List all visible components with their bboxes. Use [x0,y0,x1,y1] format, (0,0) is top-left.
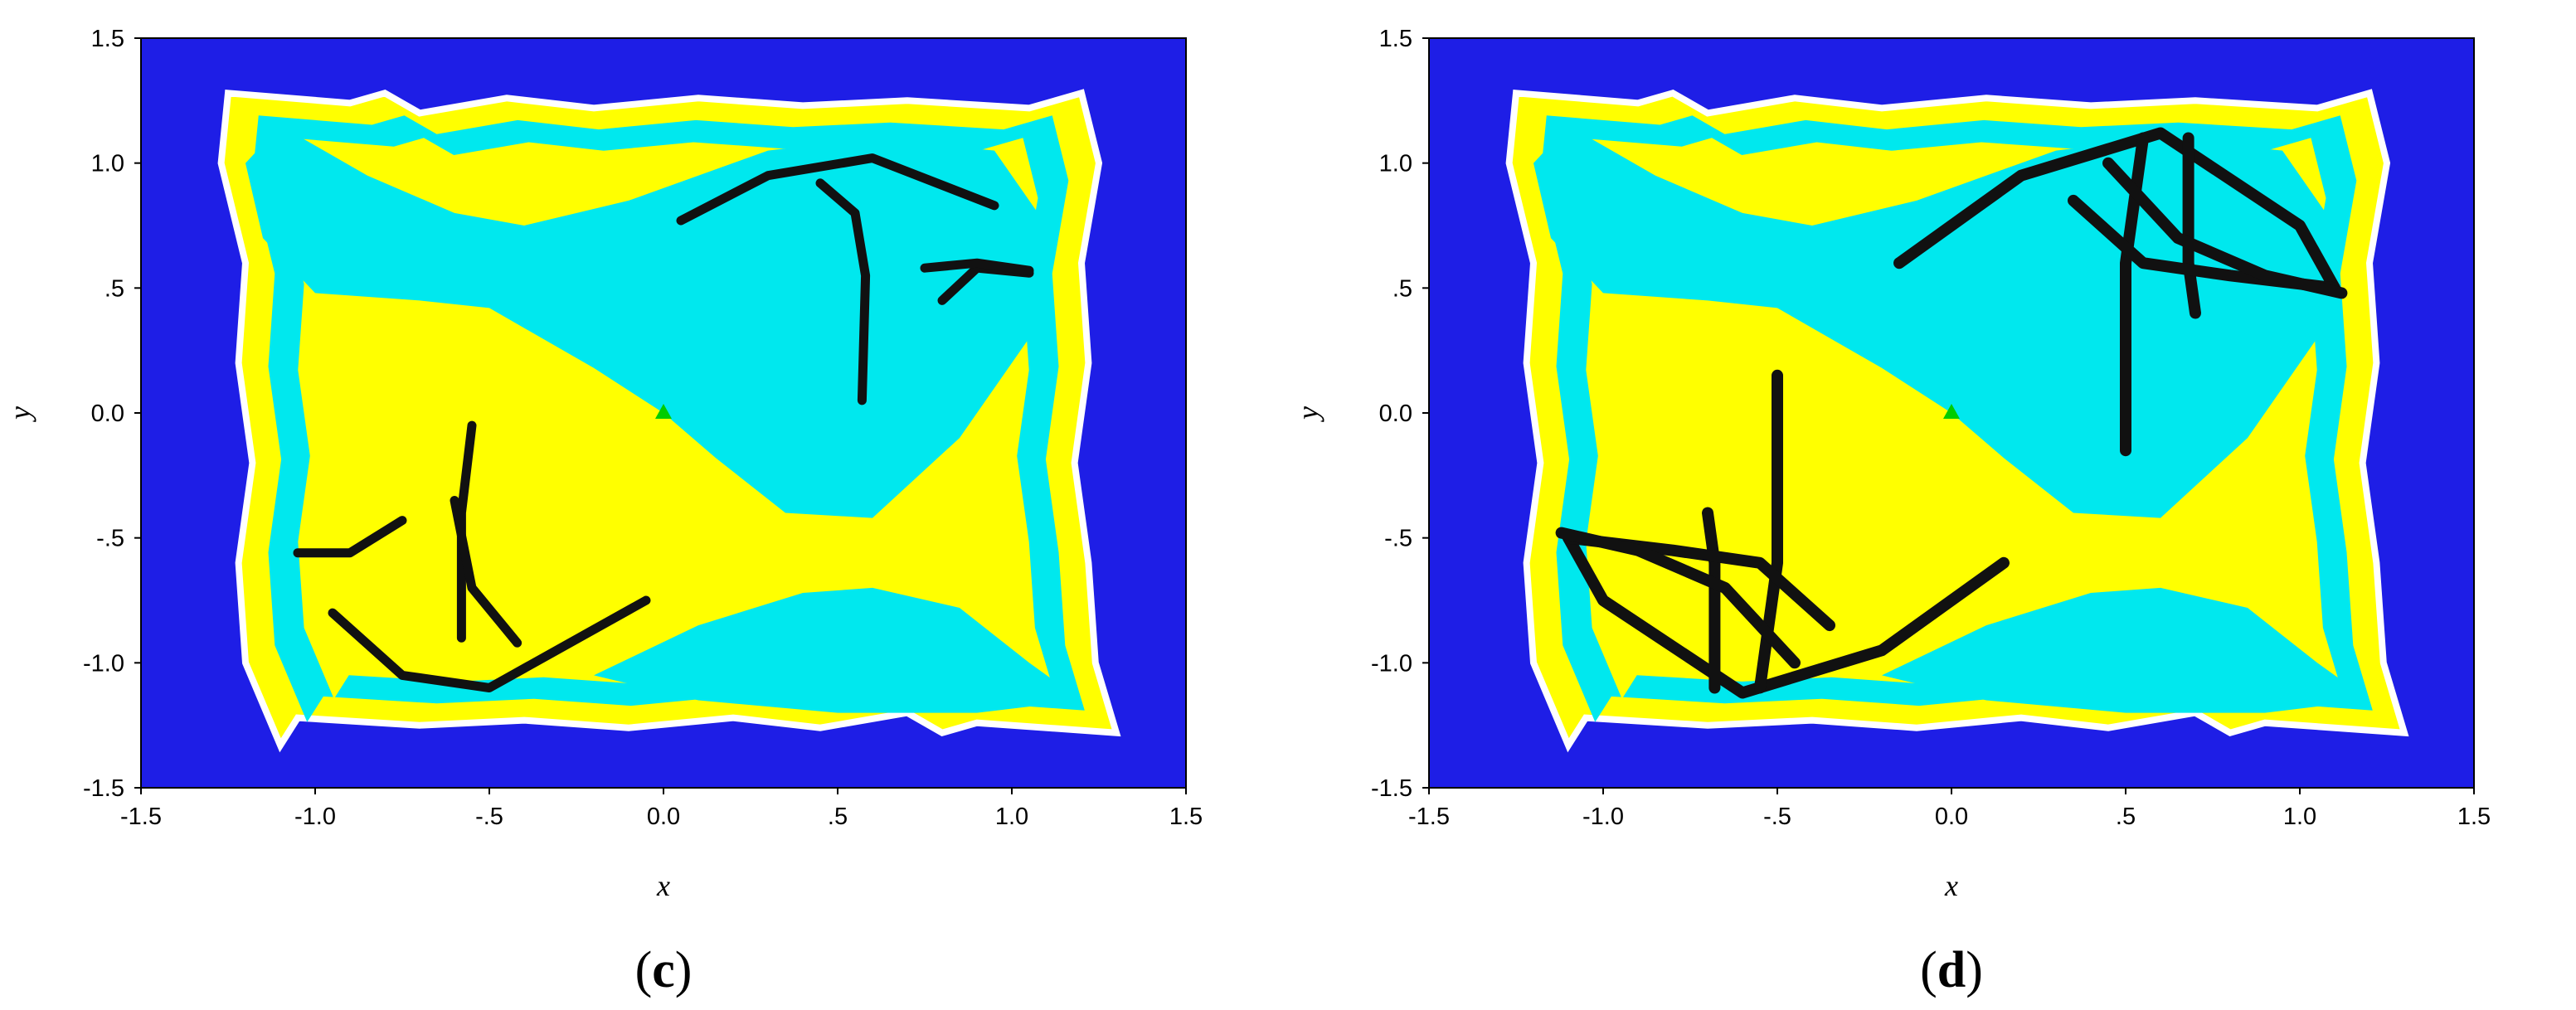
y-tick-label: 1.0 [1379,151,1412,177]
x-tick-label: 1.0 [995,804,1028,830]
attractor-curve-6 [1754,369,1783,694]
attractor-curve-5 [1563,532,2010,699]
x-axis-label: x [656,869,670,902]
panel-c: -1.5 -1.0 -.5 0.0 .5 1.0 1.5 1.5 1.0 .5 0.0 -.5 -1.0… [0,0,1288,1006]
x-tick-label: -1.0 [1582,804,1624,830]
y-tick-label: 1.0 [91,151,124,177]
y-axis-label: y [1291,406,1324,422]
lower-cyan-lobe [594,587,1081,713]
attractor-curve-1 [815,178,871,405]
x-tick-label: 1.5 [2457,804,2491,830]
attractor-curve-9 [1555,527,1801,669]
attractor-curve-4 [2102,157,2348,299]
y-tick-label: -.5 [96,526,124,552]
panel-d: -1.5 -1.0 -.5 0.0 .5 1.0 1.5 1.5 1.0 .5 0.0 -.5 -1.0… [1288,0,2576,1006]
attractor-curve-1 [2120,132,2149,457]
attractor-curve-6 [450,496,522,648]
x-tick-label: 0.0 [1935,804,1968,830]
x-tick-label: .5 [2116,804,2136,830]
x-tick-label: -1.5 [120,804,162,830]
panel-caption: (d) [1920,942,1983,998]
panel-caption: (c) [635,942,693,998]
attractor-curve-0 [676,153,999,226]
x-tick-label: 1.0 [2283,804,2316,830]
x-axis-label: x [1944,869,1958,902]
attractor-curve-2 [2182,132,2201,319]
y-tick-label: -1.0 [83,650,124,677]
y-tick-label: -1.5 [83,775,124,802]
x-tick-label: -1.0 [294,804,336,830]
attractor-curve-0 [1893,127,2340,294]
attractor-curve-7 [1702,507,1721,694]
x-tick-label: .5 [828,804,848,830]
x-tick-label: -.5 [1763,804,1791,830]
y-tick-label: 1.5 [1379,26,1412,52]
y-tick-label: -1.0 [1371,650,1412,677]
attractor-curve-4 [293,516,407,558]
y-tick-label: 0.0 [91,401,124,427]
y-tick-label: .5 [1392,275,1412,302]
y-tick-label: .5 [104,275,124,302]
x-tick-label: 0.0 [647,804,680,830]
x-tick-label: -1.5 [1408,804,1450,830]
basin-plot-c: -1.5 -1.0 -.5 0.0 .5 1.0 1.5 1.5 1.0 .5 0.0 -.5 -1.0… [3,26,1203,998]
y-tick-label: -1.5 [1371,775,1412,802]
upper-basin-region [245,125,1047,518]
y-tick-label: 0.0 [1379,401,1412,427]
basin-plot-d: -1.5 -1.0 -.5 0.0 .5 1.0 1.5 1.5 1.0 .5 0.0 -.5 -1.0… [1291,26,2491,998]
attractor-curve-3 [920,258,1034,275]
x-tick-label: 1.5 [1169,804,1203,830]
y-tick-label: 1.5 [91,26,124,52]
y-tick-label: -.5 [1384,526,1412,552]
y-axis-label: y [3,406,36,422]
attractor-curve-7 [328,595,651,692]
saddle-marker [1943,404,1960,419]
x-tick-label: -.5 [475,804,503,830]
saddle-marker [655,404,672,419]
lower-cyan-lobe [1882,587,2369,713]
